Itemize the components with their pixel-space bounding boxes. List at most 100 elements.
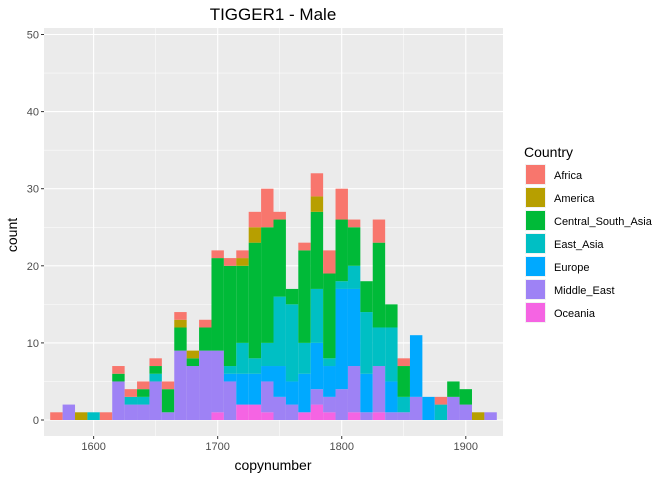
bar-segment — [285, 304, 299, 382]
bar-segment — [124, 396, 138, 405]
legend-swatch — [526, 280, 545, 299]
bar-segment — [335, 281, 348, 289]
bar-segment — [248, 373, 262, 405]
bar-segment — [397, 412, 410, 420]
bar-segment — [372, 366, 386, 413]
legend-swatch — [526, 234, 545, 253]
bar-segment — [360, 373, 373, 413]
bar-segment — [223, 258, 237, 266]
bar-segment — [161, 412, 175, 420]
bar-segment — [298, 373, 311, 413]
bar-segment — [236, 404, 249, 420]
legend-label: Europe — [554, 262, 589, 274]
bar-segment — [248, 358, 262, 374]
bar-segment — [310, 342, 324, 390]
bar-segment — [199, 327, 212, 351]
bar-segment — [471, 412, 485, 420]
bar-segment — [124, 389, 138, 397]
bar-segment — [62, 404, 76, 420]
bar-segment — [285, 288, 299, 305]
y-axis-title: count — [4, 218, 20, 252]
y-tick-label: 0 — [33, 415, 39, 427]
x-tick-label: 1900 — [454, 441, 478, 453]
bar-segment — [211, 412, 224, 420]
bar-segment — [310, 173, 324, 197]
bar-segment — [372, 327, 386, 367]
bar-segment — [137, 404, 150, 420]
bar-segment — [137, 389, 150, 397]
bar-segment — [186, 350, 200, 359]
bar-segment — [372, 219, 386, 243]
x-tick-label: 1600 — [81, 441, 105, 453]
bar-segment — [372, 242, 386, 328]
bar-segment — [50, 412, 63, 420]
bar-segment — [447, 381, 460, 397]
legend-swatch — [526, 303, 545, 322]
bar-segment — [223, 373, 237, 382]
bar-segment — [248, 211, 262, 228]
bar-segment — [434, 404, 448, 420]
bar-segment — [186, 358, 200, 367]
bar-segment — [323, 366, 336, 397]
bar-segment — [285, 381, 299, 405]
bar-segment — [310, 288, 324, 343]
bar-segment — [335, 188, 348, 220]
y-tick-label: 30 — [27, 184, 39, 196]
bar-segment — [174, 319, 187, 328]
bar-segment — [310, 211, 324, 289]
bar-segment — [261, 412, 274, 420]
bar-segment — [261, 366, 274, 382]
legend-label: East_Asia — [554, 239, 604, 251]
bar-segment — [347, 366, 361, 413]
bar-segment — [211, 250, 224, 259]
bar-segment — [149, 366, 162, 374]
bar-segment — [223, 381, 237, 420]
bar-segment — [409, 335, 423, 397]
bar-segment — [248, 404, 262, 420]
bar-segment — [323, 412, 336, 420]
x-tick-label: 1800 — [329, 441, 353, 453]
bar-segment — [223, 265, 237, 367]
bar-segment — [298, 412, 311, 420]
bar-segment — [347, 227, 361, 266]
bar-segment — [199, 350, 212, 420]
bar-segment — [236, 265, 249, 343]
y-tick-label: 40 — [27, 107, 39, 119]
bar-segment — [323, 250, 336, 274]
bar-segment — [409, 396, 423, 420]
bar-segment — [261, 227, 274, 343]
bar-segment — [273, 366, 286, 397]
bar-segment — [186, 366, 200, 420]
bar-segment — [397, 358, 410, 367]
bar-segment — [360, 412, 373, 420]
legend-label: Central_South_Asia — [554, 216, 653, 228]
bar-segment — [87, 412, 100, 420]
bar-segment — [335, 389, 348, 420]
y-tick-label: 10 — [27, 338, 39, 350]
bar-segment — [434, 396, 448, 405]
bar-segment — [310, 196, 324, 212]
bar-segment — [236, 250, 249, 259]
bar-segment — [310, 389, 324, 405]
bar-segment — [248, 227, 262, 243]
plot-area: 1600 1700 1800 1900 0 10 20 30 40 50 — [27, 28, 503, 453]
legend-swatch — [526, 188, 545, 207]
bar-segment — [149, 373, 162, 382]
bar-segment — [323, 396, 336, 413]
bar-segment — [161, 381, 175, 390]
bar-segment — [422, 396, 435, 420]
bar-segment — [211, 350, 224, 413]
bar-segment — [149, 381, 162, 420]
bar-segment — [161, 389, 175, 413]
legend-title: Country — [524, 144, 573, 160]
bar-segment — [99, 412, 113, 420]
legend-swatch — [526, 211, 545, 230]
bar-segment — [273, 211, 286, 220]
bar-segment — [323, 358, 336, 367]
bar-segment — [75, 412, 88, 420]
bar-segment — [385, 381, 398, 413]
bar-segment — [347, 412, 361, 420]
bar-segment — [298, 342, 311, 374]
bar-segment — [360, 312, 373, 374]
